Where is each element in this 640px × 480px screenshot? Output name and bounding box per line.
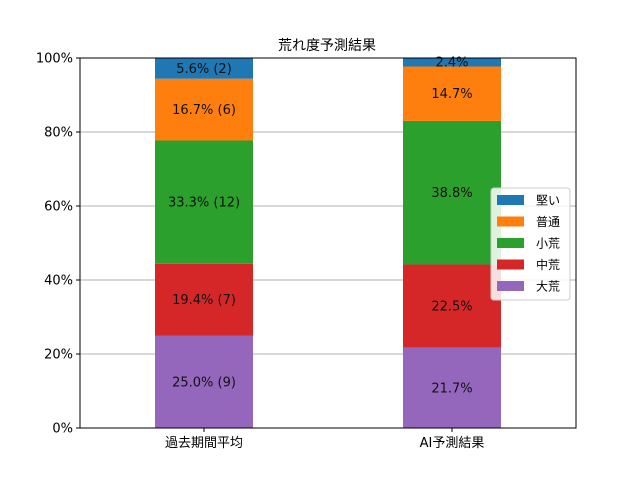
segment-data-label: 19.4% (7) bbox=[172, 293, 236, 308]
legend-label: 普通 bbox=[536, 215, 560, 229]
segment-data-label: 14.7% bbox=[431, 87, 472, 102]
bar-segment bbox=[155, 78, 253, 141]
bar-segment bbox=[155, 263, 253, 336]
axes: 0% 20% 40% 60% 80% 100% 過去期間平均 AI予測結果 bbox=[36, 52, 485, 452]
legend-label: 大荒 bbox=[536, 280, 560, 294]
legend-label: 堅い bbox=[536, 194, 560, 208]
legend-swatch bbox=[497, 216, 524, 227]
bar-segment bbox=[155, 335, 253, 428]
y-tick-label: 80% bbox=[44, 126, 73, 141]
y-tick-label: 40% bbox=[44, 274, 73, 289]
segment-data-label: 33.3% (12) bbox=[168, 196, 240, 211]
bar-segment bbox=[403, 57, 501, 67]
plot-frame bbox=[79, 57, 577, 429]
legend-label: 中荒 bbox=[536, 257, 560, 272]
bar-segment bbox=[403, 120, 501, 265]
bar-segments bbox=[155, 57, 501, 428]
legend-swatch bbox=[497, 259, 524, 270]
legend-swatch bbox=[497, 281, 524, 291]
y-tick-label: 100% bbox=[36, 52, 73, 67]
segment-data-label: 2.4% bbox=[435, 56, 468, 71]
segment-data-label: 25.0% (9) bbox=[172, 375, 236, 390]
legend-label: 小荒 bbox=[536, 237, 560, 251]
bar-segment bbox=[155, 140, 253, 264]
segment-data-label: 16.7% (6) bbox=[172, 103, 236, 118]
bar-segment bbox=[155, 58, 253, 79]
bar-segment bbox=[403, 347, 501, 428]
x-tick-label: AI予測結果 bbox=[420, 436, 485, 451]
bar-segment bbox=[403, 66, 501, 121]
y-tick-label: 20% bbox=[44, 348, 73, 363]
legend-box bbox=[490, 187, 571, 301]
x-tick-label: 過去期間平均 bbox=[165, 436, 243, 451]
y-tick-label: 0% bbox=[52, 422, 73, 437]
bar-segment bbox=[403, 264, 501, 348]
chart-title: 荒れ度予測結果 bbox=[278, 38, 376, 54]
legend-swatch bbox=[497, 238, 524, 248]
y-tick-label: 60% bbox=[44, 200, 73, 215]
segment-data-label: 22.5% bbox=[431, 300, 472, 315]
data-labels: 25.0% (9) 19.4% (7) 33.3% (12) 16.7% (6) 5.6… bbox=[168, 56, 473, 397]
segment-data-label: 21.7% bbox=[431, 381, 472, 396]
legend-swatch bbox=[497, 195, 524, 205]
segment-data-label: 38.8% bbox=[431, 186, 472, 201]
segment-data-label: 5.6% (2) bbox=[176, 62, 232, 77]
